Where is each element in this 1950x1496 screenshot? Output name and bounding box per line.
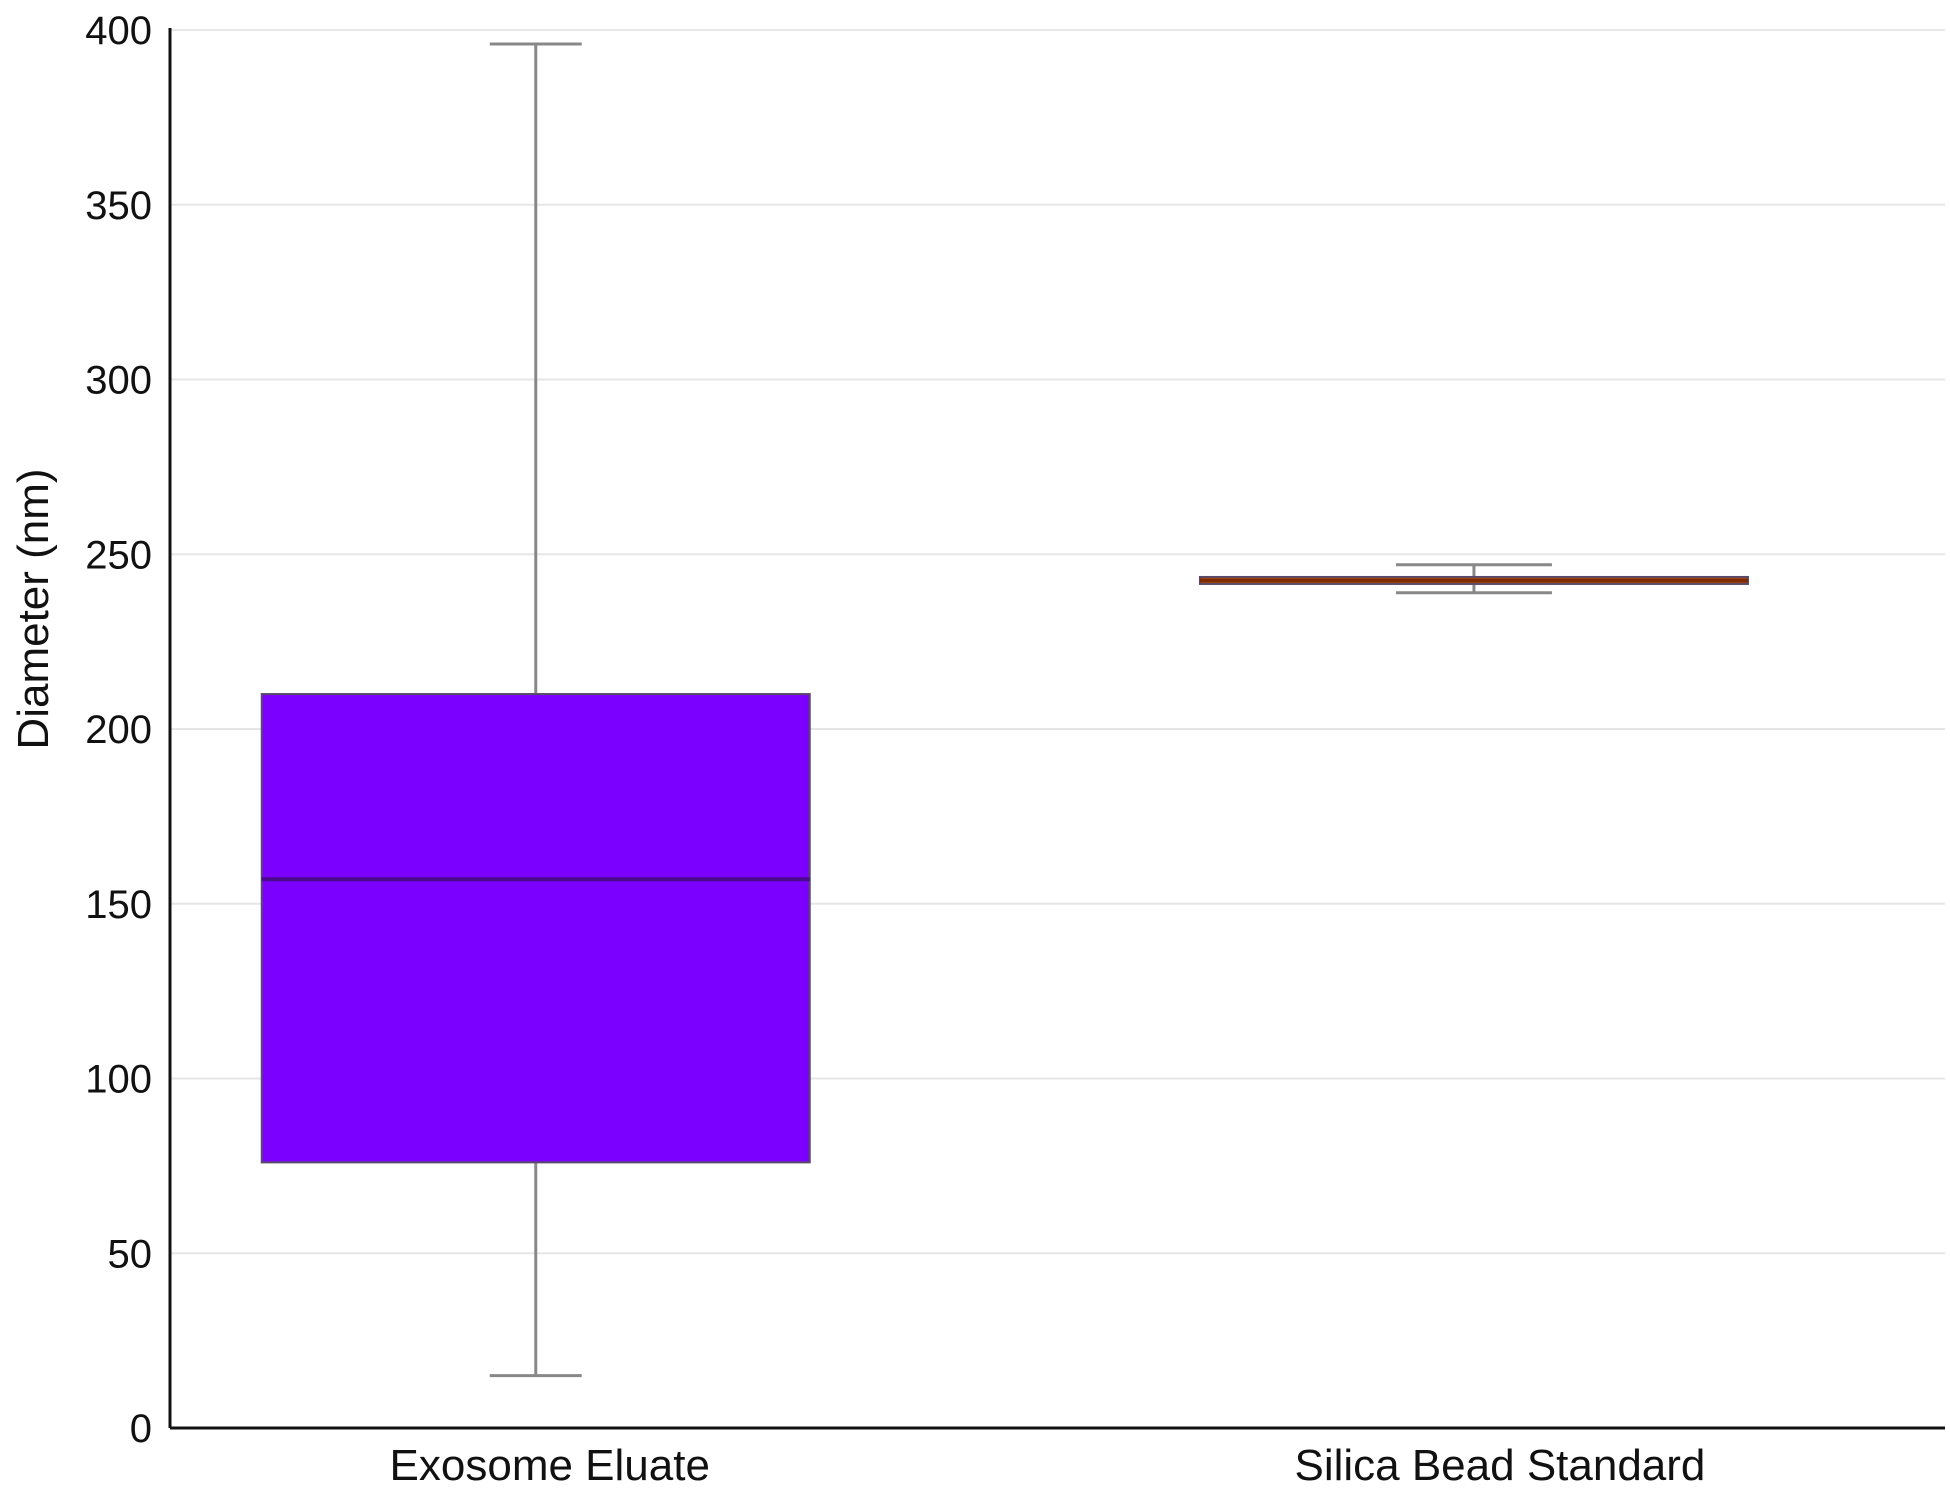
x-category-label: Exosome Eluate	[390, 1441, 710, 1490]
box-1	[260, 42, 811, 1378]
y-tick-label: 0	[130, 1407, 152, 1451]
axes	[168, 28, 1945, 1430]
x-category-label: Silica Bead Standard	[1294, 1441, 1705, 1490]
y-tick-label: 250	[85, 533, 152, 577]
y-tick-label: 300	[85, 359, 152, 403]
y-axis-title: Diameter (nm)	[9, 468, 58, 749]
box-2	[1198, 563, 1749, 595]
y-tick-label: 100	[85, 1058, 152, 1102]
y-tick-label: 50	[108, 1232, 153, 1276]
y-tick-label: 350	[85, 184, 152, 228]
iqr-box	[260, 693, 811, 1164]
y-tick-label: 150	[85, 883, 152, 927]
box-series	[260, 42, 1749, 1378]
y-tick-label: 200	[85, 708, 152, 752]
y-tick-label: 400	[85, 9, 152, 53]
axis-labels: 0 50 100 150 200 250 300 350 400 Exosome Eluate Si…	[85, 9, 1705, 1490]
